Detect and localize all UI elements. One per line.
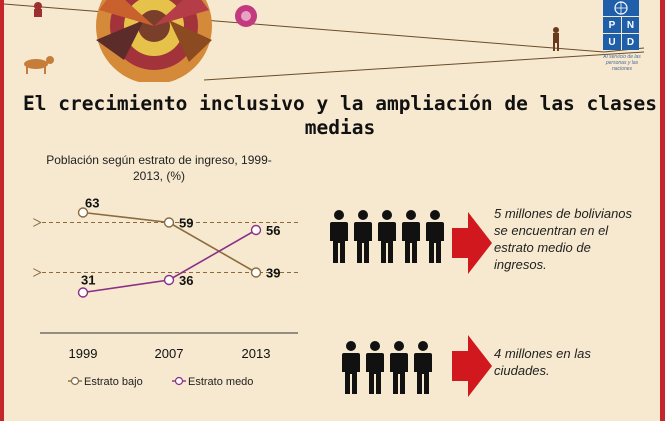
x-tick-label: 2007 bbox=[155, 346, 184, 361]
walking-person-figure bbox=[553, 27, 559, 51]
un-emblem-icon bbox=[603, 0, 639, 16]
legend-swatch-marker bbox=[174, 376, 184, 386]
logo-letter: N bbox=[621, 16, 639, 33]
fact-text-cities: 4 millones en las ciudades. bbox=[494, 346, 591, 378]
data-label-bajo: 59 bbox=[179, 216, 193, 231]
header-illustration bbox=[4, 0, 645, 82]
person-icon bbox=[413, 340, 433, 394]
logo-letter: P bbox=[603, 16, 621, 33]
data-point-bajo bbox=[163, 217, 175, 228]
person-icon bbox=[377, 209, 397, 263]
data-label-medio: 31 bbox=[81, 273, 95, 288]
left-border bbox=[0, 0, 4, 421]
legend-swatch-marker bbox=[70, 376, 80, 386]
legend-label: Estrato bajo bbox=[84, 376, 143, 388]
person-icon bbox=[389, 340, 409, 394]
data-point-bajo bbox=[250, 267, 262, 278]
data-point-medio bbox=[250, 224, 262, 236]
logo-tagline: Al servicio de las personas y las nacion… bbox=[603, 54, 641, 72]
data-point-medio bbox=[77, 287, 89, 298]
person-icon bbox=[365, 340, 385, 394]
legend: Estrato bajo Estrato medo bbox=[68, 376, 253, 388]
logo-letter: U bbox=[603, 33, 621, 50]
fact-text-middle-class: 5 millones de bolivianos se encuentran e… bbox=[494, 206, 633, 272]
person-icon bbox=[353, 209, 373, 263]
people-group-small bbox=[341, 340, 433, 394]
legend-label: Estrato medo bbox=[188, 376, 253, 388]
red-arrow-icon bbox=[452, 335, 492, 397]
logo-letter: D bbox=[621, 33, 639, 50]
data-point-medio bbox=[163, 274, 175, 286]
page-title: El crecimiento inclusivo y la ampliación… bbox=[23, 92, 657, 139]
x-tick-labels: 1999 2007 2013 bbox=[69, 346, 271, 361]
person-icon bbox=[401, 209, 421, 263]
red-arrow-icon bbox=[452, 212, 492, 274]
undp-logo: P N U D bbox=[603, 0, 639, 50]
data-label-medio: 36 bbox=[179, 273, 193, 288]
person-icon bbox=[329, 209, 349, 263]
series-group: 63 59 39 31 36 56 bbox=[77, 196, 280, 298]
person-icon bbox=[341, 340, 361, 394]
right-border bbox=[660, 0, 665, 421]
data-label-medio: 56 bbox=[266, 223, 280, 238]
dog-figure bbox=[24, 56, 54, 74]
people-group-large bbox=[329, 209, 445, 263]
x-tick-label: 1999 bbox=[69, 346, 98, 361]
data-label-bajo: 63 bbox=[85, 196, 99, 211]
small-figure-left bbox=[34, 2, 42, 17]
data-point-bajo bbox=[77, 207, 89, 218]
chart-title: Población según estrato de ingreso, 1999… bbox=[46, 153, 272, 183]
data-label-bajo: 39 bbox=[266, 266, 280, 281]
people-wheel-illustration bbox=[96, 0, 212, 82]
x-tick-label: 2013 bbox=[242, 346, 271, 361]
person-icon bbox=[425, 209, 445, 263]
